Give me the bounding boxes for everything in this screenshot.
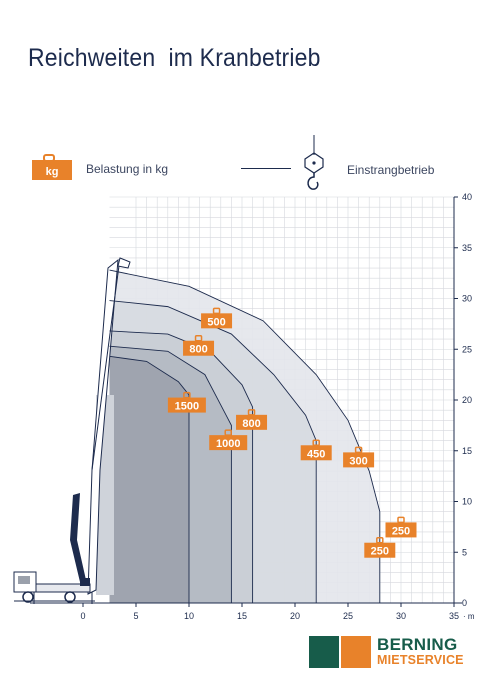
chart-axes: 0 5 10 15 20 25 30 35 · m 0 5 10 15 20 25 30 35 40 <box>30 192 475 621</box>
page-title: Reichweiten im Kranbetrieb <box>28 44 321 72</box>
x-tick-label: 5 <box>133 611 138 621</box>
weight-badge-text: kg <box>46 166 59 178</box>
logo-square-green <box>309 636 339 668</box>
load-label: 450 <box>300 439 332 461</box>
load-label-value: 300 <box>349 455 367 467</box>
load-label-box <box>236 414 268 430</box>
load-label-value: 450 <box>307 448 325 460</box>
load-arc <box>109 355 190 603</box>
y-tick-label: 20 <box>462 395 472 405</box>
legend-line-label: Einstrangbetrieb <box>347 163 435 177</box>
load-label-box <box>385 522 417 538</box>
load-label-box <box>167 397 206 413</box>
load-label-value: 800 <box>189 344 207 356</box>
load-label-box <box>300 445 332 461</box>
logo-sub: MIETSERVICE <box>377 653 464 667</box>
load-label-box <box>201 313 233 329</box>
x-tick-label: 0 <box>80 611 85 621</box>
y-tick-label: 25 <box>462 344 472 354</box>
load-label-value: 500 <box>207 316 225 328</box>
y-tick-label: 30 <box>462 294 472 304</box>
load-label: 800 <box>236 409 268 430</box>
load-label: 1500 <box>167 391 206 413</box>
load-label: 500 <box>201 307 233 329</box>
load-label-value: 800 <box>242 418 260 430</box>
crane-truck <box>13 257 131 604</box>
crane-hook-icon <box>304 135 324 190</box>
load-label-value: 250 <box>392 525 410 537</box>
load-label-value: 1000 <box>216 438 240 450</box>
load-label: 800 <box>183 334 215 356</box>
y-tick-label: 5 <box>462 547 467 557</box>
load-label-value: 1500 <box>175 401 199 413</box>
x-tick-label: 35 <box>449 611 459 621</box>
weight-icon: kg <box>32 154 72 180</box>
x-tick-label: 15 <box>237 611 247 621</box>
load-label: 1000 <box>209 429 248 451</box>
load-label-value: 250 <box>371 546 389 558</box>
load-label-box <box>343 452 375 468</box>
y-tick-label: 10 <box>462 497 472 507</box>
legend-load: kg Belastung in kg <box>30 154 230 184</box>
berning-logo: BERNING MIETSERVICE <box>309 635 469 670</box>
load-label: 300 <box>343 446 375 468</box>
x-tick-label: 10 <box>184 611 194 621</box>
logo-brand: BERNING <box>377 635 458 654</box>
x-tick-label: 20 <box>290 611 300 621</box>
logo-square-orange <box>341 636 371 668</box>
load-label: 250 <box>364 536 396 558</box>
load-label-box <box>209 435 248 451</box>
y-tick-label: 15 <box>462 446 472 456</box>
y-tick-label: 40 <box>462 192 472 202</box>
legend-line-sample <box>241 168 291 169</box>
x-tick-label: 30 <box>396 611 406 621</box>
x-tick-label: 25 <box>343 611 353 621</box>
y-tick-label: 0 <box>462 598 467 608</box>
legend-single-line: Einstrangbetrieb <box>241 135 441 205</box>
envelope-region <box>109 356 189 603</box>
x-unit-label: · m <box>463 612 475 621</box>
load-arc <box>109 345 232 603</box>
load-arc <box>109 330 254 603</box>
load-envelope <box>109 270 380 603</box>
load-arc <box>109 269 381 603</box>
load-label-box <box>183 340 215 356</box>
load-label-box <box>364 542 396 558</box>
load-label: 250 <box>385 516 417 538</box>
legend-load-label: Belastung in kg <box>86 162 169 176</box>
y-tick-label: 35 <box>462 243 472 253</box>
